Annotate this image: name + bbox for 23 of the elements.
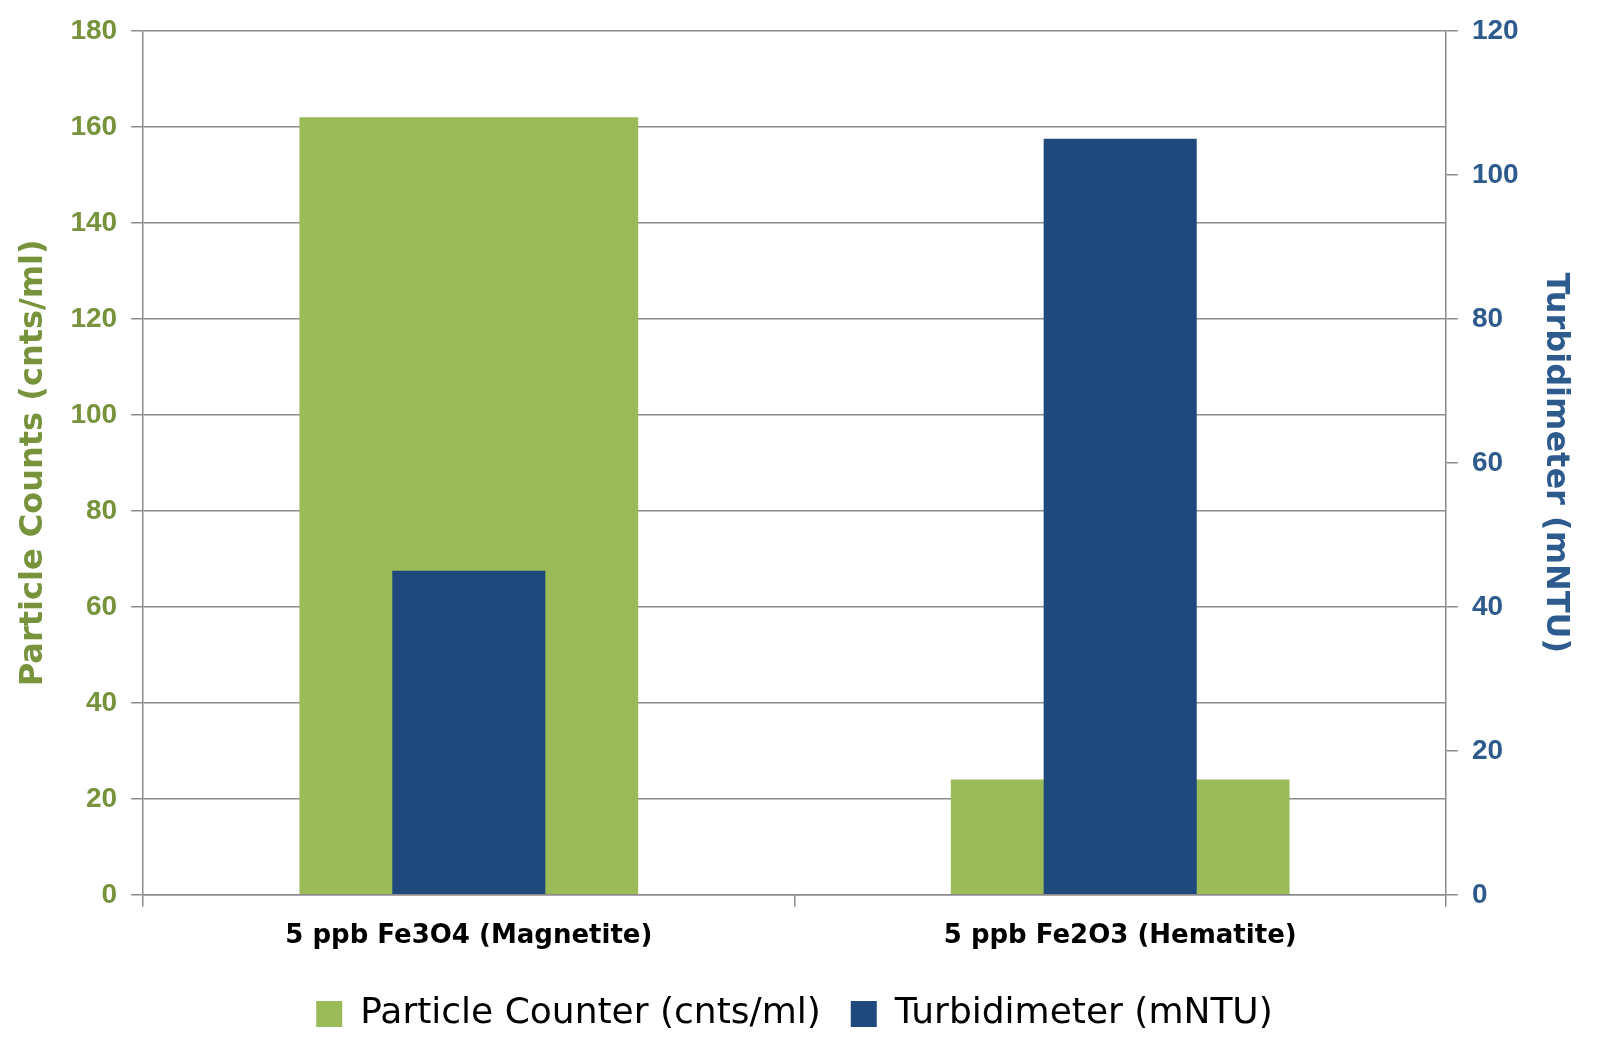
y2-tick-label: 80 <box>1471 301 1504 333</box>
y-tick-label: 120 <box>70 301 118 333</box>
y2-tick-label: 20 <box>1471 733 1504 765</box>
x-tick-label: 5 ppb Fe3O4 (Magnetite) <box>285 919 653 950</box>
legend-label: Turbidimeter (mNTU) <box>893 990 1273 1032</box>
y-tick-label: 180 <box>70 13 118 45</box>
y-tick-label: 160 <box>70 109 118 141</box>
y2-tick-label: 60 <box>1471 445 1504 477</box>
y2-tick-label: 120 <box>1471 13 1519 45</box>
y-tick-label: 0 <box>101 877 118 909</box>
y-tick-label: 60 <box>85 589 118 621</box>
y2-tick-label: 100 <box>1471 157 1519 189</box>
y-axis-title: Particle Counts (cnts/ml) <box>11 239 50 687</box>
x-tick-label: 5 ppb Fe2O3 (Hematite) <box>943 919 1297 950</box>
y-tick-label: 100 <box>70 397 118 429</box>
legend-label: Particle Counter (cnts/ml) <box>360 990 821 1032</box>
y-tick-label: 20 <box>85 781 118 813</box>
y2-axis-title: Turbidimeter (mNTU) <box>1539 272 1578 654</box>
y2-tick-label: 0 <box>1471 877 1488 909</box>
y-tick-label: 80 <box>85 493 118 525</box>
y-tick-label: 140 <box>70 205 118 237</box>
y2-tick-label: 40 <box>1471 589 1504 621</box>
y-tick-label: 40 <box>85 685 118 717</box>
